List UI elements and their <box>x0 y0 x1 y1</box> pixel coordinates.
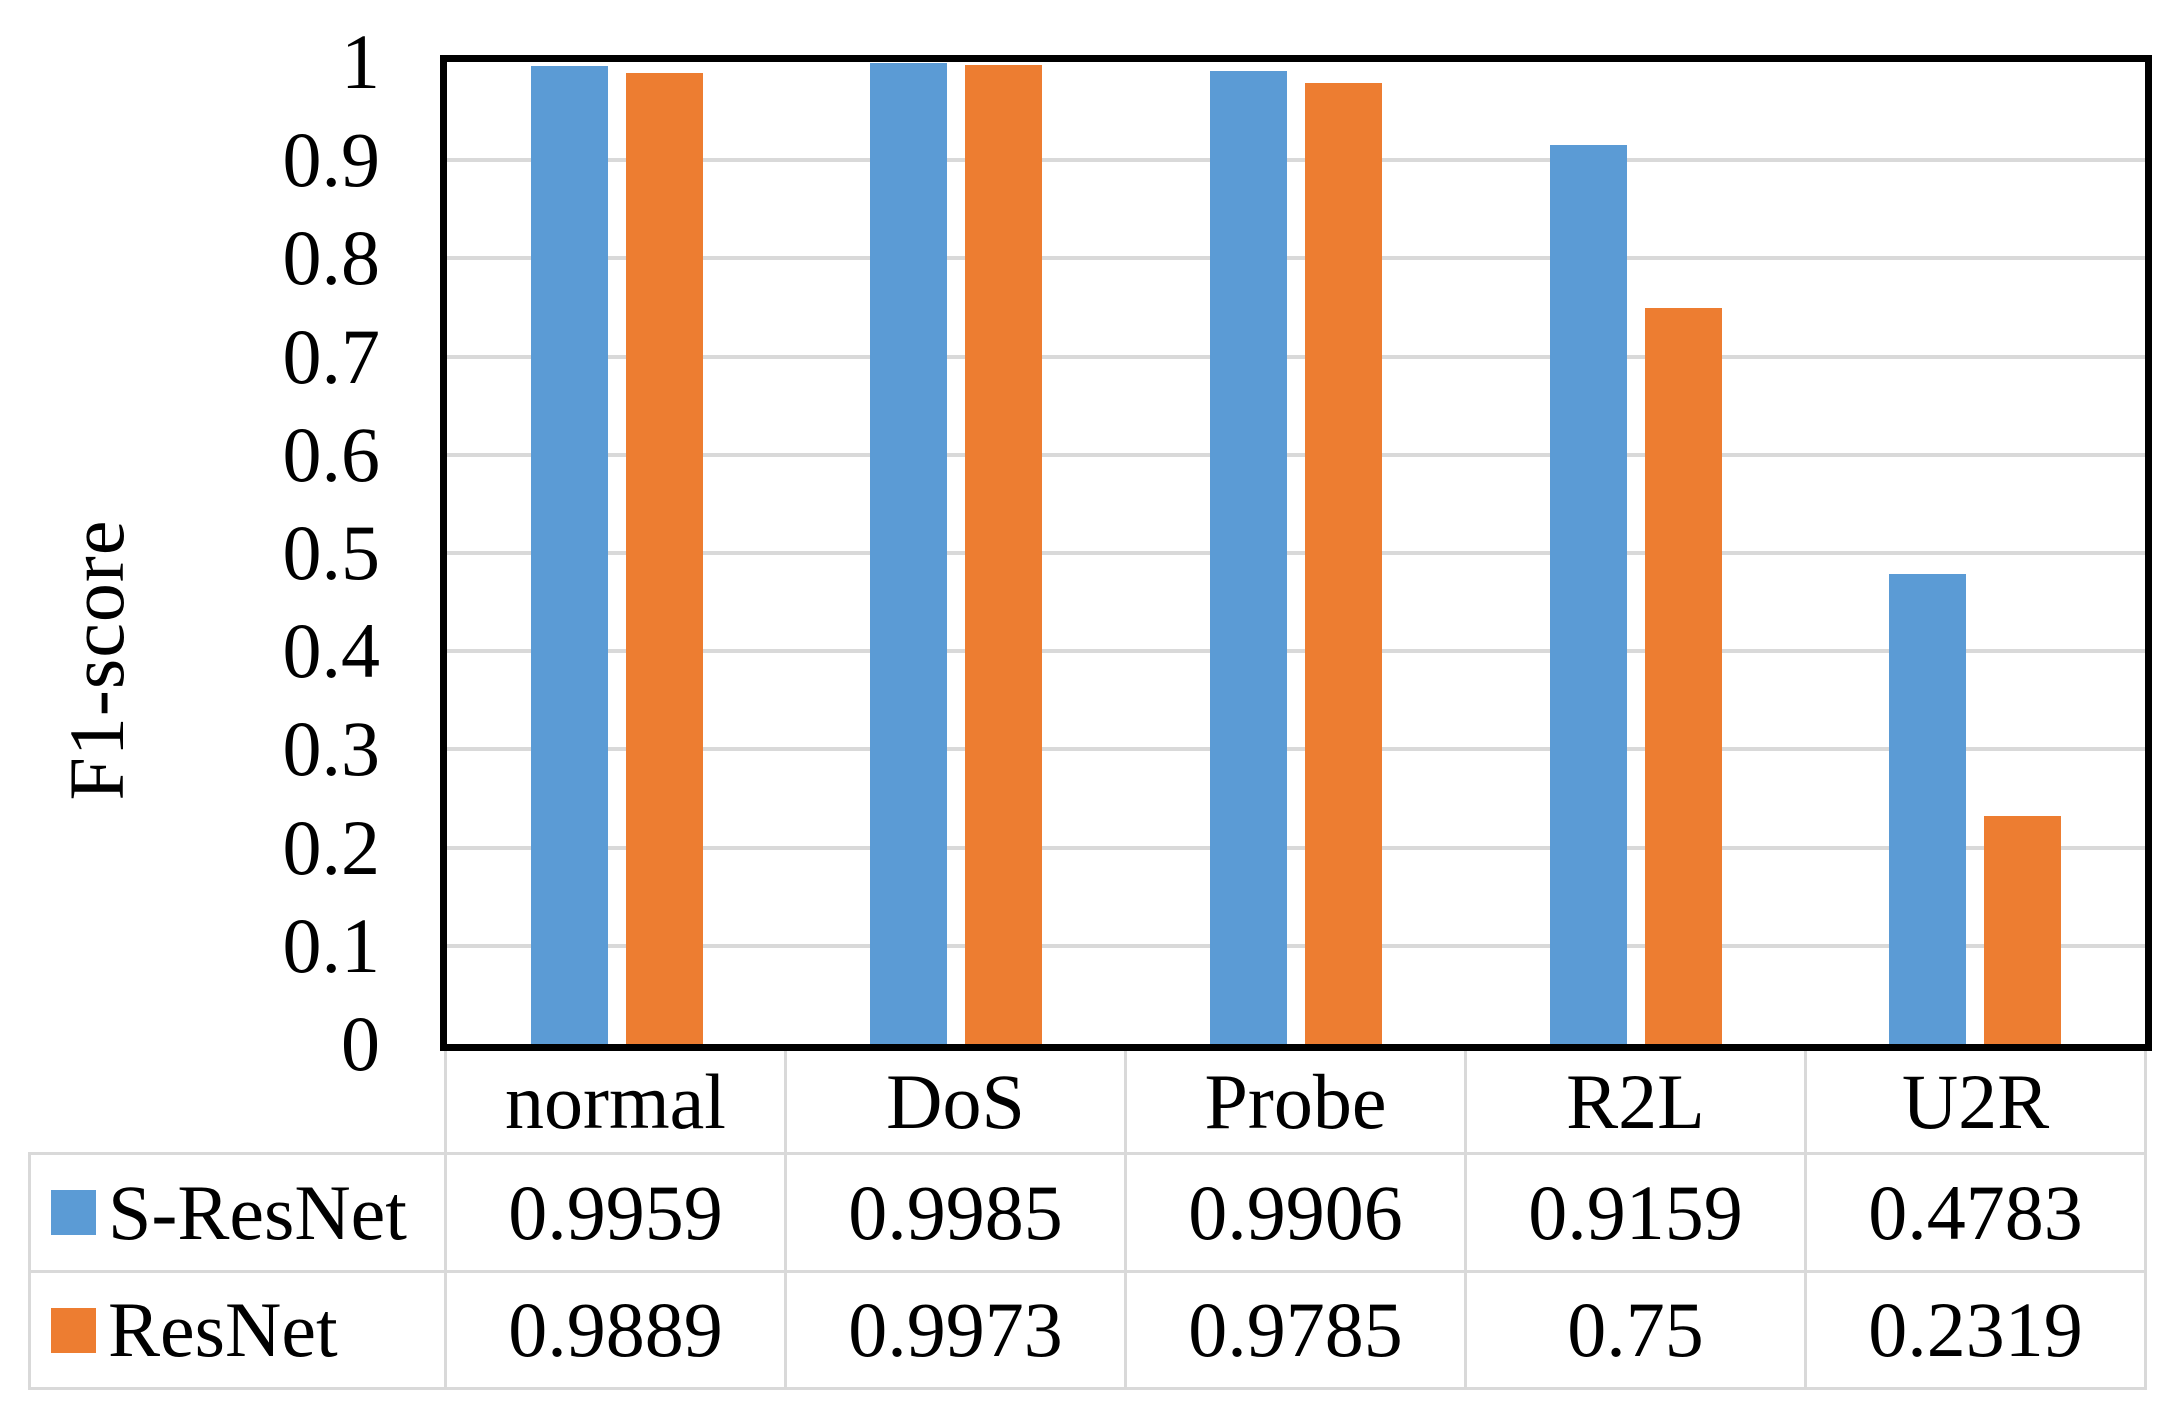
value-text: 0.75 <box>1567 1286 1704 1373</box>
legend-cell-sresnet: S-ResNet <box>28 1155 447 1273</box>
gridline <box>447 747 2145 752</box>
value-text: 0.9889 <box>508 1286 723 1373</box>
category-header-label: normal <box>505 1057 726 1145</box>
value-text: 0.9785 <box>1188 1286 1403 1373</box>
bar-sresnet-r2l <box>1549 144 1627 1044</box>
value-cell: 0.9785 <box>1127 1273 1467 1390</box>
legend-cell-resnet: ResNet <box>28 1273 447 1390</box>
y-tick-label: 0.5 <box>282 509 381 596</box>
value-cell: 0.9906 <box>1127 1155 1467 1273</box>
y-tick-label: 0.9 <box>282 116 381 204</box>
gridline <box>447 256 2145 261</box>
gridline <box>447 354 2145 359</box>
bar-sresnet-u2r <box>1889 574 1967 1044</box>
y-tick-label: 0.7 <box>282 312 381 400</box>
value-cell: 0.75 <box>1467 1273 1807 1390</box>
plot-area <box>440 55 2152 1051</box>
value-text: 0.2319 <box>1868 1286 2083 1373</box>
bar-sresnet-normal <box>530 66 608 1044</box>
bar-sresnet-probe <box>1210 71 1287 1044</box>
category-header-label: Probe <box>1204 1057 1387 1145</box>
category-header-probe: Probe <box>1127 1051 1467 1155</box>
bar-resnet-probe <box>1305 83 1382 1044</box>
value-text: 0.9985 <box>848 1168 1063 1256</box>
y-tick-label: 0.2 <box>282 803 381 891</box>
table-corner-cell <box>28 1051 447 1155</box>
value-cell: 0.9973 <box>787 1273 1127 1390</box>
y-tick-label: 0.1 <box>282 901 381 989</box>
value-text: 0.9159 <box>1528 1168 1743 1256</box>
legend-series-label: ResNet <box>108 1286 338 1373</box>
category-header-label: U2R <box>1901 1057 2050 1145</box>
bar-resnet-u2r <box>1984 816 2062 1044</box>
y-tick-label: 0.6 <box>282 410 381 498</box>
y-tick-label: 1 <box>341 18 380 105</box>
value-text: 0.4783 <box>1868 1168 2083 1256</box>
gridline <box>447 649 2145 654</box>
gridline <box>447 452 2145 457</box>
category-header-label: DoS <box>886 1057 1025 1145</box>
category-header-r2l: R2L <box>1467 1051 1807 1155</box>
value-text: 0.9959 <box>508 1168 723 1256</box>
category-header-u2r: U2R <box>1807 1051 2147 1155</box>
value-cell: 0.9159 <box>1467 1155 1807 1273</box>
bar-sresnet-dos <box>870 63 948 1044</box>
y-tick-label: 0.3 <box>282 705 381 793</box>
value-text: 0.9973 <box>848 1286 1063 1373</box>
category-header-dos: DoS <box>787 1051 1127 1155</box>
legend-swatch-icon <box>51 1307 96 1353</box>
y-axis-title: F1-score <box>53 519 140 801</box>
gridline <box>447 551 2145 555</box>
data-table: normal DoS Probe R2L U2R S-ResNet 0.9959 0.9985… <box>28 1051 2147 1390</box>
gridline <box>447 845 2145 850</box>
gridline <box>447 943 2145 948</box>
gridline <box>447 158 2145 163</box>
y-tick-label: 0 <box>341 1000 380 1087</box>
legend-swatch-icon <box>51 1190 96 1235</box>
bar-resnet-r2l <box>1644 307 1722 1044</box>
category-header-label: R2L <box>1566 1057 1705 1145</box>
y-tick-label: 0.8 <box>282 214 381 302</box>
y-tick-label: 0.4 <box>282 607 381 695</box>
value-cell: 0.9985 <box>787 1155 1127 1273</box>
value-cell: 0.9889 <box>447 1273 787 1390</box>
value-text: 0.9906 <box>1188 1168 1403 1256</box>
value-cell: 0.2319 <box>1807 1273 2147 1390</box>
category-header-normal: normal <box>447 1051 787 1155</box>
legend-series-label: S-ResNet <box>108 1168 407 1256</box>
value-cell: 0.4783 <box>1807 1155 2147 1273</box>
bar-resnet-normal <box>625 72 703 1044</box>
value-cell: 0.9959 <box>447 1155 787 1273</box>
bar-resnet-dos <box>965 64 1043 1044</box>
